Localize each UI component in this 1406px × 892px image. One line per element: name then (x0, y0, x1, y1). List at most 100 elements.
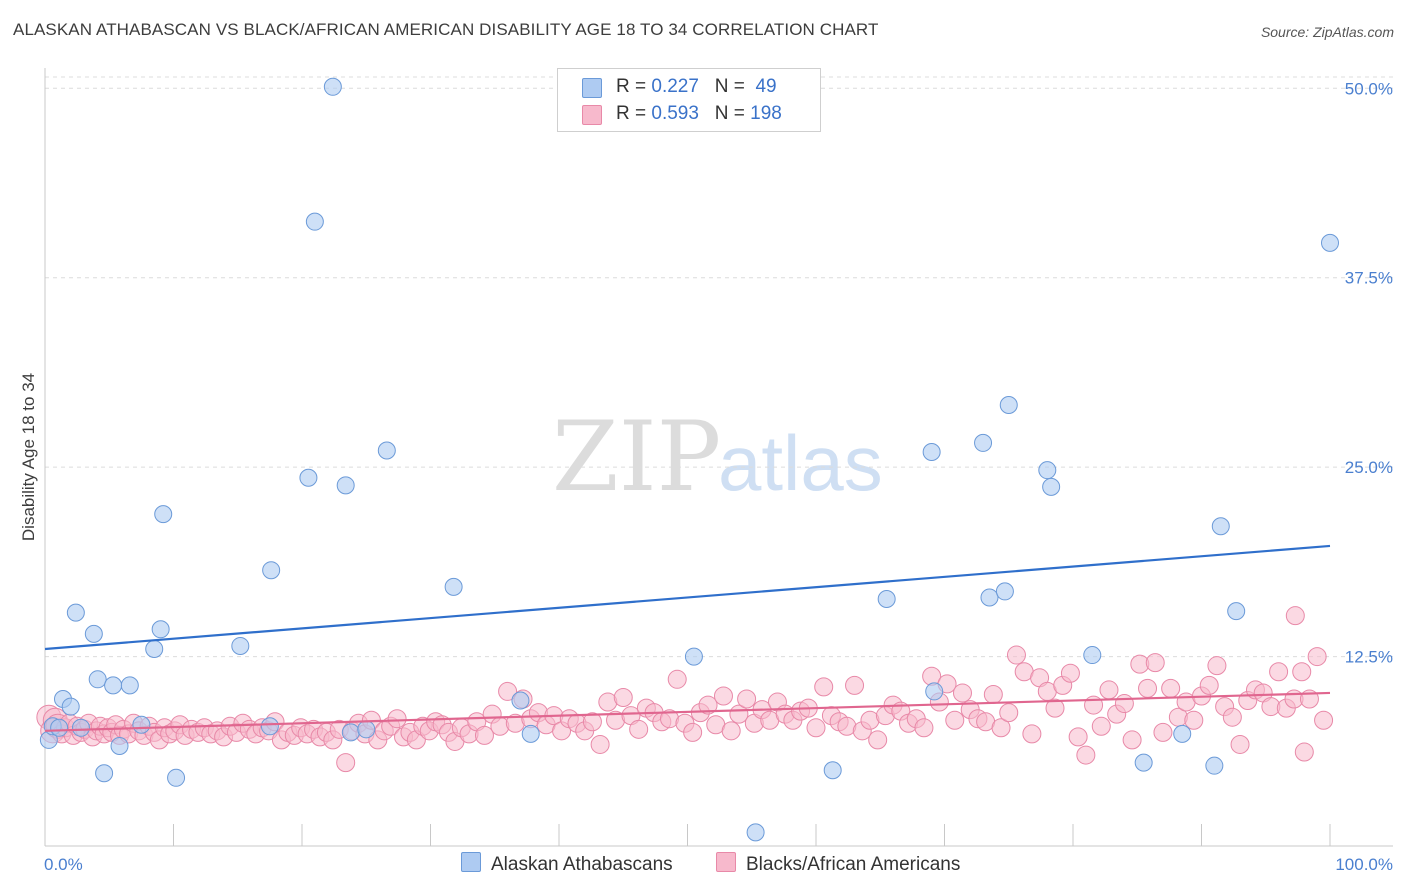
y-axis-label: Disability Age 18 to 34 (19, 373, 38, 541)
data-point-blue (1205, 756, 1224, 775)
legend-n-label: N = (714, 103, 745, 124)
data-point-pink (1091, 716, 1111, 736)
chart-title: ALASKAN ATHABASCAN VS BLACK/AFRICAN AMER… (13, 20, 879, 39)
data-point-pink (1006, 645, 1026, 665)
legend-n-value: 49 (755, 76, 777, 97)
data-point-blue (922, 443, 941, 461)
data-point-pink (952, 683, 972, 703)
data-point-blue (521, 724, 540, 743)
data-point-pink (806, 718, 826, 738)
data-point-pink (667, 669, 687, 689)
data-point-pink (1060, 663, 1080, 683)
x-tick-label: 0.0% (44, 855, 83, 874)
data-point-pink (336, 753, 356, 773)
data-point-blue (260, 717, 279, 736)
data-point-blue (999, 396, 1018, 415)
bottom-legend-swatch-pink (716, 852, 736, 872)
data-point-blue (110, 736, 129, 755)
data-point-blue (980, 588, 999, 607)
legend-swatch-pink (582, 105, 602, 125)
data-point-pink (868, 730, 888, 750)
data-point-blue (341, 723, 360, 742)
data-point-blue (299, 468, 318, 487)
source-label: Source: ZipAtlas.com (1260, 24, 1394, 40)
watermark: ZIP atlas (552, 401, 883, 513)
legend: R = 0.227 N = 49 R = 0.593 N = 198 (557, 68, 821, 132)
bottom-legend-black: Blacks/African Americans (716, 852, 960, 876)
data-point-blue (1134, 753, 1153, 772)
data-point-blue (336, 476, 355, 495)
data-point-pink (999, 703, 1019, 723)
y-tick-label: 50.0% (1345, 79, 1393, 98)
bottom-legend-label: Blacks/African Americans (746, 854, 961, 875)
data-point-pink (713, 686, 733, 706)
data-point-pink (1068, 727, 1088, 747)
data-point-blue (995, 582, 1014, 601)
data-point-pink (1222, 707, 1242, 727)
data-point-pink (387, 709, 407, 729)
data-point-blue (1321, 233, 1339, 252)
data-point-blue (104, 676, 123, 695)
legend-r-value: 0.593 (651, 103, 699, 124)
data-point-blue (145, 640, 164, 658)
bottom-legend-swatch-blue (461, 852, 481, 872)
tick-labels: 12.5% 25.0% 37.5% 50.0% 0.0% 100.0% (44, 79, 1393, 874)
data-point-blue (84, 624, 103, 643)
series-blacks-african-americans (36, 606, 1334, 773)
data-point-pink (474, 725, 494, 745)
x-tick-label: 100.0% (1335, 855, 1393, 874)
data-point-blue (1227, 602, 1246, 621)
data-point-blue (66, 603, 85, 622)
data-point-pink (582, 712, 602, 732)
data-point-pink (1294, 742, 1314, 762)
data-point-blue (61, 697, 80, 716)
data-point-pink (737, 689, 757, 709)
data-point-pink (1230, 734, 1250, 754)
legend-r-label: R = (616, 103, 647, 124)
data-point-blue (132, 715, 151, 734)
data-point-pink (1314, 710, 1334, 730)
data-point-pink (914, 718, 934, 738)
data-point-pink (1292, 662, 1312, 682)
legend-swatch-blue (582, 78, 602, 98)
data-point-blue (444, 577, 463, 596)
legend-r-label: R = (616, 76, 647, 97)
data-point-blue (1042, 477, 1061, 496)
y-tick-label: 25.0% (1345, 458, 1393, 477)
data-point-pink (983, 684, 1003, 704)
data-point-blue (974, 433, 993, 452)
data-point-pink (590, 734, 610, 754)
data-point-blue (231, 636, 250, 655)
trend-line-pink (44, 691, 1331, 732)
data-point-pink (1285, 606, 1305, 626)
data-point-blue (323, 77, 342, 96)
data-point-pink (1269, 662, 1289, 682)
data-point-pink (1076, 745, 1096, 765)
data-point-blue (305, 212, 324, 231)
data-point-pink (1099, 680, 1119, 700)
legend-n-label: N = (714, 76, 745, 97)
data-point-pink (698, 695, 718, 715)
data-point-pink (1122, 730, 1142, 750)
data-point-pink (1161, 678, 1181, 698)
data-point-pink (498, 681, 518, 701)
trend-line-blue (44, 544, 1331, 651)
data-point-pink (1138, 678, 1158, 698)
data-point-blue (1038, 461, 1057, 480)
data-point-pink (629, 719, 649, 739)
data-point-blue (377, 441, 396, 460)
data-point-pink (945, 710, 965, 730)
data-point-pink (1153, 722, 1173, 742)
data-point-blue (262, 561, 281, 580)
watermark-atlas: atlas (718, 419, 883, 507)
watermark-zip: ZIP (552, 401, 721, 513)
data-point-pink (1307, 647, 1327, 667)
data-point-pink (683, 722, 703, 742)
data-point-pink (1207, 656, 1227, 676)
data-point-pink (1114, 694, 1134, 714)
data-point-blue (71, 718, 90, 737)
legend-r-value: 0.227 (651, 76, 699, 97)
data-point-blue (357, 720, 376, 739)
data-point-blue (1173, 724, 1192, 743)
